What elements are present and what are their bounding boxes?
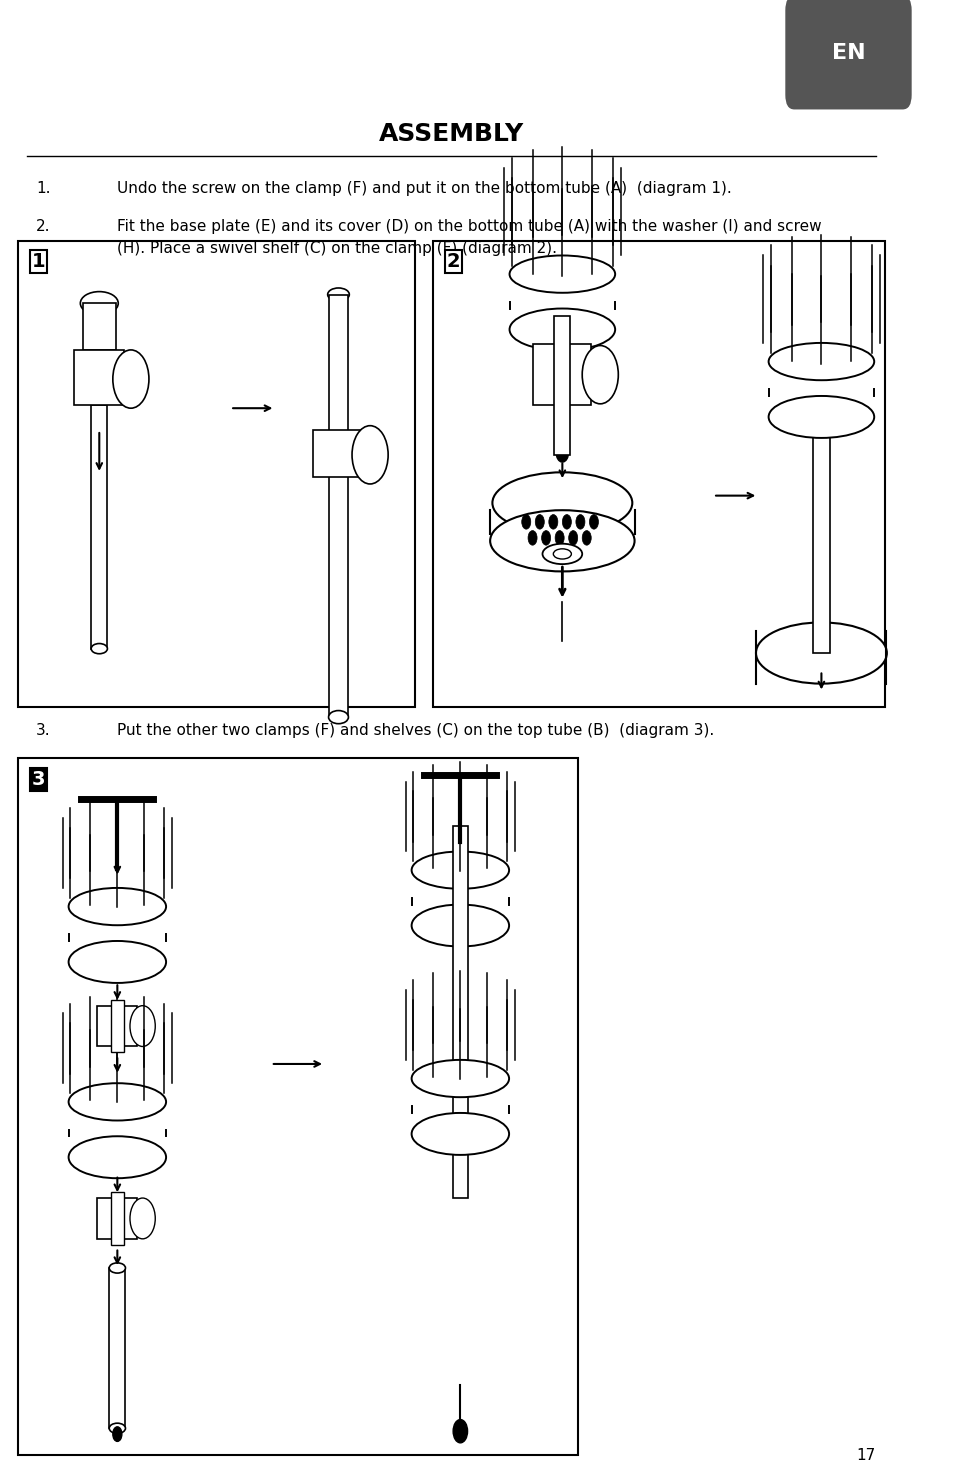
Circle shape xyxy=(528,530,537,545)
Bar xyxy=(813,397,829,654)
Circle shape xyxy=(536,515,544,528)
Bar xyxy=(313,430,363,477)
Circle shape xyxy=(555,530,564,545)
Ellipse shape xyxy=(327,289,349,302)
Bar xyxy=(91,405,108,649)
Ellipse shape xyxy=(412,851,509,889)
Ellipse shape xyxy=(412,1060,509,1097)
Bar xyxy=(554,316,570,455)
Bar xyxy=(98,1198,137,1239)
Ellipse shape xyxy=(491,511,635,571)
Bar xyxy=(534,344,591,405)
Bar xyxy=(453,826,468,1198)
Ellipse shape xyxy=(81,291,118,315)
Ellipse shape xyxy=(510,256,615,293)
Ellipse shape xyxy=(68,888,166,926)
Ellipse shape xyxy=(109,1423,126,1434)
Circle shape xyxy=(130,1005,156,1047)
Text: 3: 3 xyxy=(32,770,45,789)
Bar xyxy=(111,1192,124,1245)
Text: 3.: 3. xyxy=(36,723,51,737)
Bar xyxy=(18,240,416,707)
Circle shape xyxy=(582,346,618,403)
Text: Put the other two clamps (F) and shelves (C) on the top tube (B)  (diagram 3).: Put the other two clamps (F) and shelves… xyxy=(117,723,714,737)
Ellipse shape xyxy=(756,623,887,683)
Ellipse shape xyxy=(412,1113,509,1156)
Circle shape xyxy=(549,515,558,528)
Text: 2.: 2. xyxy=(36,219,51,234)
Circle shape xyxy=(113,1426,122,1441)
Ellipse shape xyxy=(68,941,166,983)
Ellipse shape xyxy=(553,549,571,559)
Ellipse shape xyxy=(542,543,582,564)
Circle shape xyxy=(541,530,551,545)
Text: 2: 2 xyxy=(446,252,461,271)
Circle shape xyxy=(568,530,578,545)
Circle shape xyxy=(589,515,598,528)
Circle shape xyxy=(352,425,388,484)
Bar xyxy=(111,999,124,1052)
Ellipse shape xyxy=(510,309,615,350)
Ellipse shape xyxy=(91,643,108,654)
Text: Undo the screw on the clamp (F) and put it on the bottom tube (A)  (diagram 1).: Undo the screw on the clamp (F) and put … xyxy=(117,181,732,196)
Circle shape xyxy=(453,1419,468,1443)
Circle shape xyxy=(582,530,591,545)
Bar xyxy=(84,303,115,350)
Bar xyxy=(328,294,348,717)
Bar xyxy=(109,1267,126,1428)
Text: 1: 1 xyxy=(32,252,45,271)
Circle shape xyxy=(563,515,571,528)
Text: ASSEMBLY: ASSEMBLY xyxy=(378,122,524,146)
Text: 17: 17 xyxy=(856,1448,876,1463)
Ellipse shape xyxy=(109,1263,126,1273)
Ellipse shape xyxy=(492,473,633,533)
Circle shape xyxy=(130,1198,156,1239)
Ellipse shape xyxy=(68,1083,166,1120)
Text: 1.: 1. xyxy=(36,181,51,196)
Ellipse shape xyxy=(328,711,348,724)
Bar xyxy=(98,1005,137,1047)
Ellipse shape xyxy=(412,904,509,946)
Ellipse shape xyxy=(769,343,875,380)
Bar xyxy=(433,240,884,707)
Ellipse shape xyxy=(68,1136,166,1178)
Circle shape xyxy=(556,442,568,462)
Ellipse shape xyxy=(769,396,875,439)
Circle shape xyxy=(576,515,585,528)
Text: EN: EN xyxy=(831,43,865,63)
Bar xyxy=(18,758,578,1454)
Circle shape xyxy=(521,515,531,528)
Circle shape xyxy=(113,350,149,408)
FancyBboxPatch shape xyxy=(785,0,912,109)
Text: Fit the base plate (E) and its cover (D) on the bottom tube (A) with the washer : Fit the base plate (E) and its cover (D)… xyxy=(117,219,822,256)
Bar xyxy=(74,350,124,405)
